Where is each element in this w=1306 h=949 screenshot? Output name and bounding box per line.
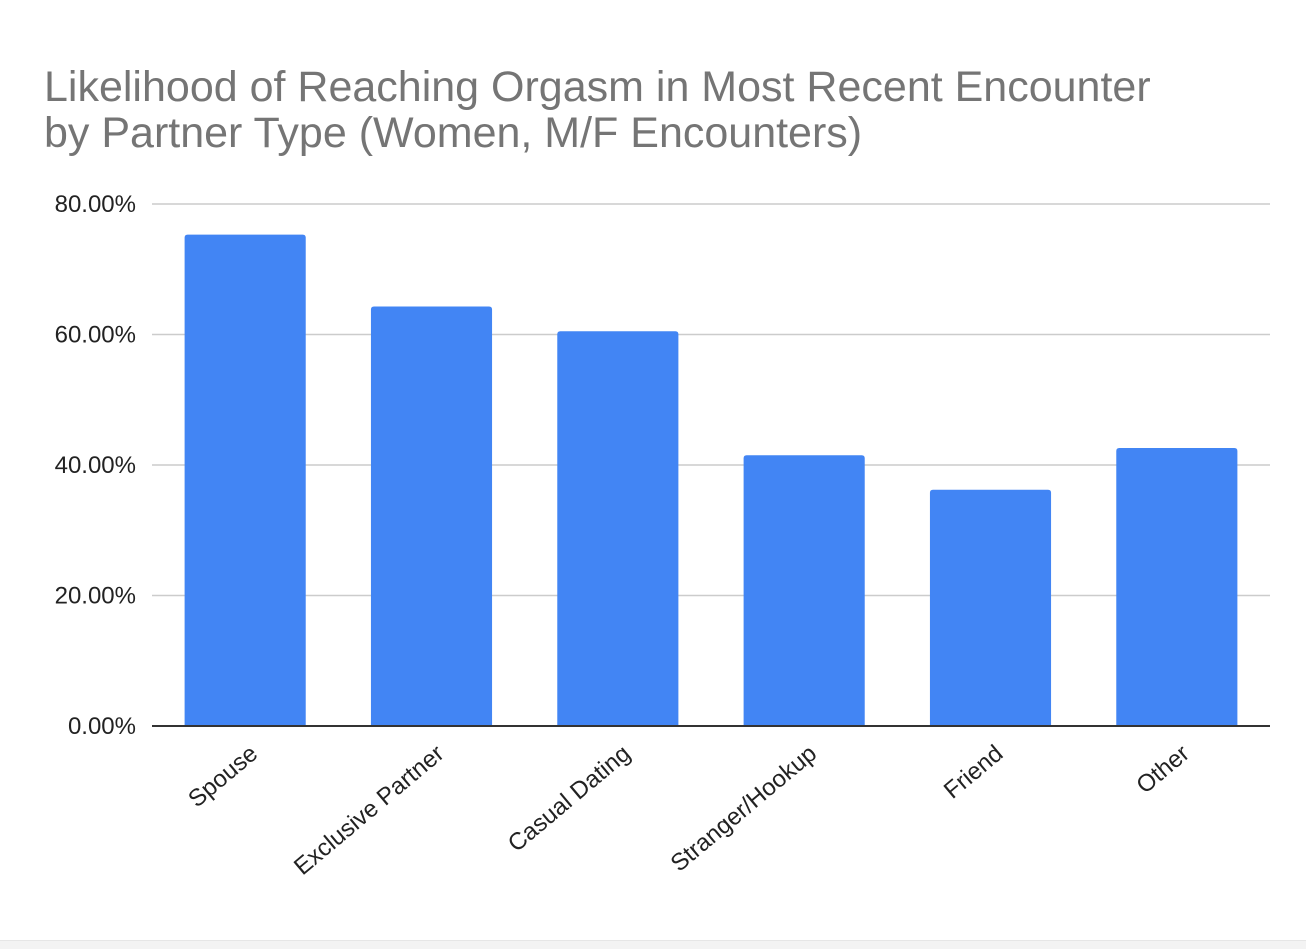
y-tick-label: 80.00%	[55, 191, 136, 218]
bar-spouse	[184, 234, 306, 727]
bar-stranger-hookup	[743, 455, 865, 726]
y-tick-label: 0.00%	[68, 713, 136, 740]
y-tick-label: 60.00%	[55, 322, 136, 349]
bar-friend	[929, 489, 1052, 726]
bar-other	[1116, 448, 1238, 726]
bar-casual-dating	[557, 331, 679, 726]
gridlines	[152, 203, 1270, 597]
x-tick-label: Spouse	[183, 740, 263, 813]
x-tick-label: Friend	[939, 740, 1008, 804]
bottom-divider	[0, 940, 1306, 949]
x-tick-label: Other	[1131, 740, 1194, 799]
x-tick-label: Exclusive Partner	[289, 740, 449, 881]
chart-title-line-1: Likelihood of Reaching Orgasm in Most Re…	[44, 63, 1151, 111]
y-axis-tick-labels: 0.00% 20.00% 40.00% 60.00% 80.00%	[55, 191, 136, 740]
bars	[184, 234, 1238, 727]
y-tick-label: 20.00%	[55, 583, 136, 610]
x-tick-label: Stranger/Hookup	[666, 740, 822, 877]
y-tick-label: 40.00%	[55, 452, 136, 479]
x-axis-tick-labels: Spouse Exclusive Partner Casual Dating Stra…	[183, 740, 1194, 881]
chart-title-line-2: by Partner Type (Women, M/F Encounters)	[44, 109, 863, 157]
chart-title: Likelihood of Reaching Orgasm in Most Re…	[44, 64, 1284, 156]
x-tick-label: Casual Dating	[503, 740, 636, 858]
bar-exclusive-partner	[370, 306, 493, 726]
